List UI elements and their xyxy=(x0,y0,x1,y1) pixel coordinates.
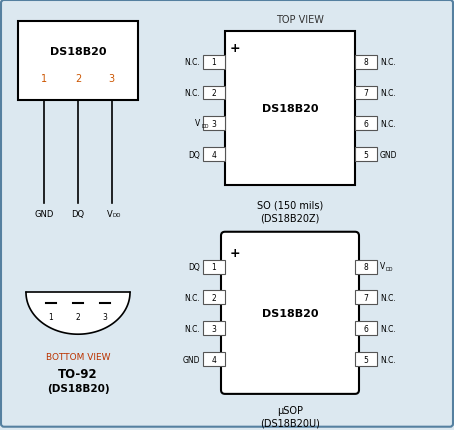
Bar xyxy=(355,322,377,335)
Text: (DS18B20Z): (DS18B20Z) xyxy=(260,213,320,223)
Text: 2: 2 xyxy=(212,89,217,98)
Bar xyxy=(355,55,377,70)
Bar xyxy=(355,260,377,274)
Text: 4: 4 xyxy=(212,355,217,364)
Text: BOTTOM VIEW: BOTTOM VIEW xyxy=(46,352,110,361)
Text: N.C.: N.C. xyxy=(380,89,396,98)
Text: DS18B20: DS18B20 xyxy=(262,104,318,114)
Text: V: V xyxy=(380,261,385,270)
Text: +: + xyxy=(230,42,241,55)
Text: GND: GND xyxy=(380,150,398,159)
Text: TOP VIEW: TOP VIEW xyxy=(276,15,324,25)
Text: 7: 7 xyxy=(364,89,369,98)
PathPatch shape xyxy=(26,293,130,335)
Text: 3: 3 xyxy=(212,324,217,333)
Text: DD: DD xyxy=(201,123,208,129)
Text: DS18B20: DS18B20 xyxy=(50,47,106,57)
Text: N.C.: N.C. xyxy=(184,324,200,333)
Text: SO (150 mils): SO (150 mils) xyxy=(257,200,323,210)
Bar xyxy=(203,148,225,162)
Bar xyxy=(355,291,377,304)
Text: N.C.: N.C. xyxy=(380,58,396,67)
Text: N.C.: N.C. xyxy=(380,120,396,129)
Text: 3: 3 xyxy=(109,74,115,84)
Text: 5: 5 xyxy=(364,355,369,364)
Text: N.C.: N.C. xyxy=(184,293,200,302)
Text: 8: 8 xyxy=(364,262,368,271)
Text: DD: DD xyxy=(112,212,121,217)
Text: 1: 1 xyxy=(212,262,217,271)
Bar xyxy=(355,86,377,100)
Text: N.C.: N.C. xyxy=(380,293,396,302)
Text: 1: 1 xyxy=(49,312,53,321)
Text: DQ: DQ xyxy=(188,150,200,159)
Text: 6: 6 xyxy=(364,324,369,333)
Bar xyxy=(225,32,355,186)
Text: 2: 2 xyxy=(75,74,81,84)
Bar xyxy=(203,291,225,304)
Bar xyxy=(203,55,225,70)
Text: 3: 3 xyxy=(212,120,217,129)
Text: V: V xyxy=(107,209,113,218)
Text: +: + xyxy=(230,246,241,259)
Text: 4: 4 xyxy=(212,150,217,159)
Text: μSOP: μSOP xyxy=(277,405,303,415)
Text: DQ: DQ xyxy=(188,262,200,271)
Text: 1: 1 xyxy=(41,74,48,84)
Bar xyxy=(355,117,377,131)
Text: TO-92: TO-92 xyxy=(58,367,98,380)
Text: 6: 6 xyxy=(364,120,369,129)
Bar xyxy=(203,352,225,366)
Text: N.C.: N.C. xyxy=(184,58,200,67)
FancyBboxPatch shape xyxy=(221,232,359,394)
Text: DD: DD xyxy=(385,267,393,271)
Text: 2: 2 xyxy=(212,293,217,302)
Bar xyxy=(355,352,377,366)
Bar xyxy=(203,117,225,131)
Text: DS18B20: DS18B20 xyxy=(262,308,318,318)
Text: 5: 5 xyxy=(364,150,369,159)
Text: N.C.: N.C. xyxy=(184,89,200,98)
Bar xyxy=(203,260,225,274)
Text: GND: GND xyxy=(183,355,200,364)
Text: N.C.: N.C. xyxy=(380,355,396,364)
Text: 1: 1 xyxy=(212,58,217,67)
Bar xyxy=(18,22,138,101)
Text: 2: 2 xyxy=(76,312,80,321)
Text: GND: GND xyxy=(35,209,54,218)
Text: DQ: DQ xyxy=(71,209,84,218)
Bar xyxy=(203,322,225,335)
Text: 7: 7 xyxy=(364,293,369,302)
Bar xyxy=(203,86,225,100)
Bar xyxy=(355,148,377,162)
Text: 8: 8 xyxy=(364,58,368,67)
Text: (DS18B20): (DS18B20) xyxy=(47,383,109,393)
Text: (DS18B20U): (DS18B20U) xyxy=(260,418,320,428)
Text: 3: 3 xyxy=(103,312,108,321)
Text: N.C.: N.C. xyxy=(380,324,396,333)
Text: V: V xyxy=(195,119,200,128)
